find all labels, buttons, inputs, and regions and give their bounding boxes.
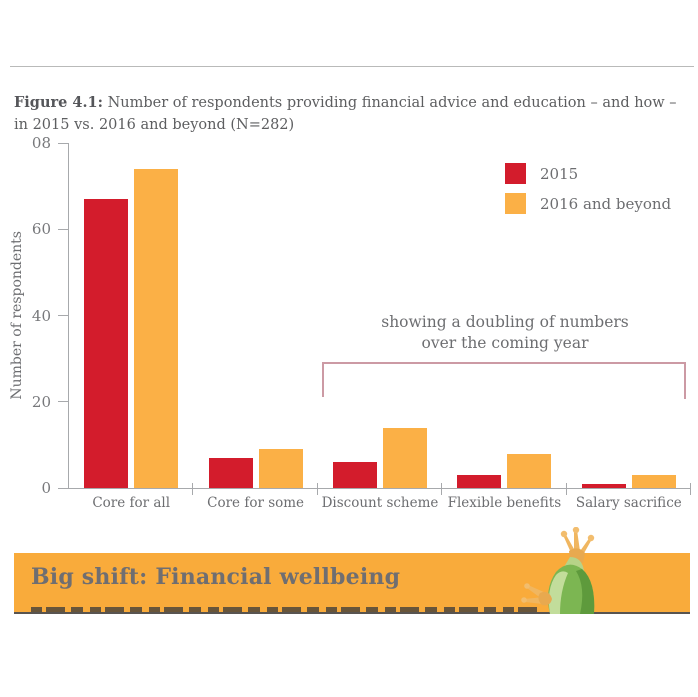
x-tick-mark: [316, 483, 318, 495]
bar-2016-salary-sacrifice: [631, 475, 676, 488]
figure-caption-label: Figure 4.1:: [14, 93, 103, 111]
y-tick-label: 0: [41, 479, 51, 497]
bar-2016-core-for-some: [258, 449, 303, 488]
frog-raised-hand: [560, 527, 595, 563]
x-category-label: Discount scheme: [321, 495, 439, 511]
figure-caption: Figure 4.1: Number of respondents provid…: [14, 92, 682, 137]
bar-2015-flexible-benefits: [457, 475, 502, 488]
annotation-bracket-top: [322, 362, 686, 364]
clipped-body-text: [31, 607, 539, 612]
bar-2016-core-for-all: [134, 168, 179, 488]
x-category-label: Core for all: [92, 495, 171, 511]
y-tick-label: 20: [31, 392, 51, 411]
chart-legend: 2015 2016 and beyond: [505, 163, 671, 223]
chart-annotation: showing a doubling of numbers over the c…: [322, 312, 688, 354]
x-tick-mark: [565, 483, 567, 495]
bar-2016-flexible-benefits: [507, 453, 552, 488]
y-tick-mark: [58, 228, 68, 230]
annotation-bracket-left: [322, 362, 324, 397]
y-tick-mark: [58, 315, 68, 316]
frog-icon: [521, 527, 595, 614]
y-tick-label: 08: [31, 134, 51, 152]
frog-belly: [548, 571, 568, 614]
x-category-label: Salary sacrifice: [575, 495, 682, 511]
legend-label-2015: 2015: [540, 164, 579, 183]
x-category-label: Core for some: [207, 495, 305, 511]
x-tick-mark: [192, 483, 194, 495]
legend-swatch-2016: [505, 193, 526, 214]
bar-2016-discount-scheme: [383, 427, 427, 488]
x-tick-mark: [690, 483, 691, 495]
legend-swatch-2015: [505, 163, 526, 184]
x-tick-mark: [441, 483, 443, 495]
y-tick-mark: [58, 142, 68, 144]
horizontal-rule: [10, 66, 694, 67]
legend-item-2016: 2016 and beyond: [505, 193, 671, 214]
bar-2015-core-for-some: [208, 457, 253, 488]
x-category-label: Flexible benefits: [447, 495, 562, 511]
y-tick-mark: [58, 401, 68, 403]
bar-2015-discount-scheme: [333, 462, 377, 488]
legend-item-2015: 2015: [505, 163, 671, 184]
bar-2015-salary-sacrifice: [581, 483, 626, 488]
annotation-bracket-right: [684, 362, 686, 399]
frog-back: [576, 569, 595, 614]
y-tick-label: 60: [31, 220, 51, 239]
y-tick-label: 40: [31, 306, 51, 325]
bar-2015-core-for-all: [84, 199, 129, 488]
annotation-line-1: showing a doubling of numbers: [381, 313, 629, 331]
legend-label-2016: 2016 and beyond: [540, 194, 672, 213]
section-banner-title: Big shift: Financial wellbeing: [31, 564, 401, 590]
plot-area: 0 20 40 60 08 Core for all Core for some Discou…: [32, 134, 691, 511]
figure-caption-text: Number of respondents providing financia…: [14, 94, 677, 133]
frog-left-hand: [521, 583, 552, 606]
y-tick-mark: [58, 487, 68, 489]
annotation-line-2: over the coming year: [421, 333, 589, 352]
